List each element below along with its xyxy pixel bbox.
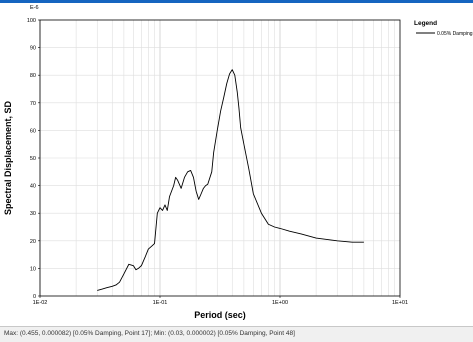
y-multiplier-label: E-6 (30, 5, 39, 11)
y-tick-label: 100 (27, 18, 36, 24)
y-tick-label: 60 (30, 128, 36, 134)
legend-title: Legend (414, 20, 437, 27)
y-tick-label: 50 (30, 156, 36, 162)
y-tick-label: 0 (33, 294, 36, 300)
title-strip-bar (0, 0, 473, 3)
y-tick-label: 10 (30, 266, 36, 272)
x-tick-label: 1E-02 (33, 300, 48, 306)
legend-entry: 0.05% Damping (437, 31, 473, 37)
y-tick-label: 80 (30, 73, 36, 79)
series-layer (97, 69, 364, 291)
series-line (97, 69, 364, 291)
axis-ticks: 0 10 20 30 40 50 60 70 80 90 100 1E-02 1E-01 1E+00 1E+… (27, 18, 408, 306)
window-title-strip (0, 0, 473, 8)
x-tick-label: 1E-01 (153, 300, 168, 306)
x-axis-label: Period (sec) (194, 310, 246, 320)
grid-lines (39, 20, 400, 296)
y-tick-label: 20 (30, 239, 36, 245)
y-tick-label: 90 (30, 46, 36, 52)
y-tick-label: 30 (30, 211, 36, 217)
x-tick-label: 1E+00 (272, 300, 288, 306)
legend: Legend 0.05% Damping (414, 20, 473, 37)
x-tick-label: 1E+01 (392, 300, 408, 306)
y-tick-label: 70 (30, 101, 36, 107)
status-bar: Max: (0.455, 0.000082) [0.05% Damping, P… (0, 326, 473, 342)
y-axis-label: Spectral Displacement, SD (3, 100, 13, 215)
y-tick-label: 40 (30, 184, 36, 190)
